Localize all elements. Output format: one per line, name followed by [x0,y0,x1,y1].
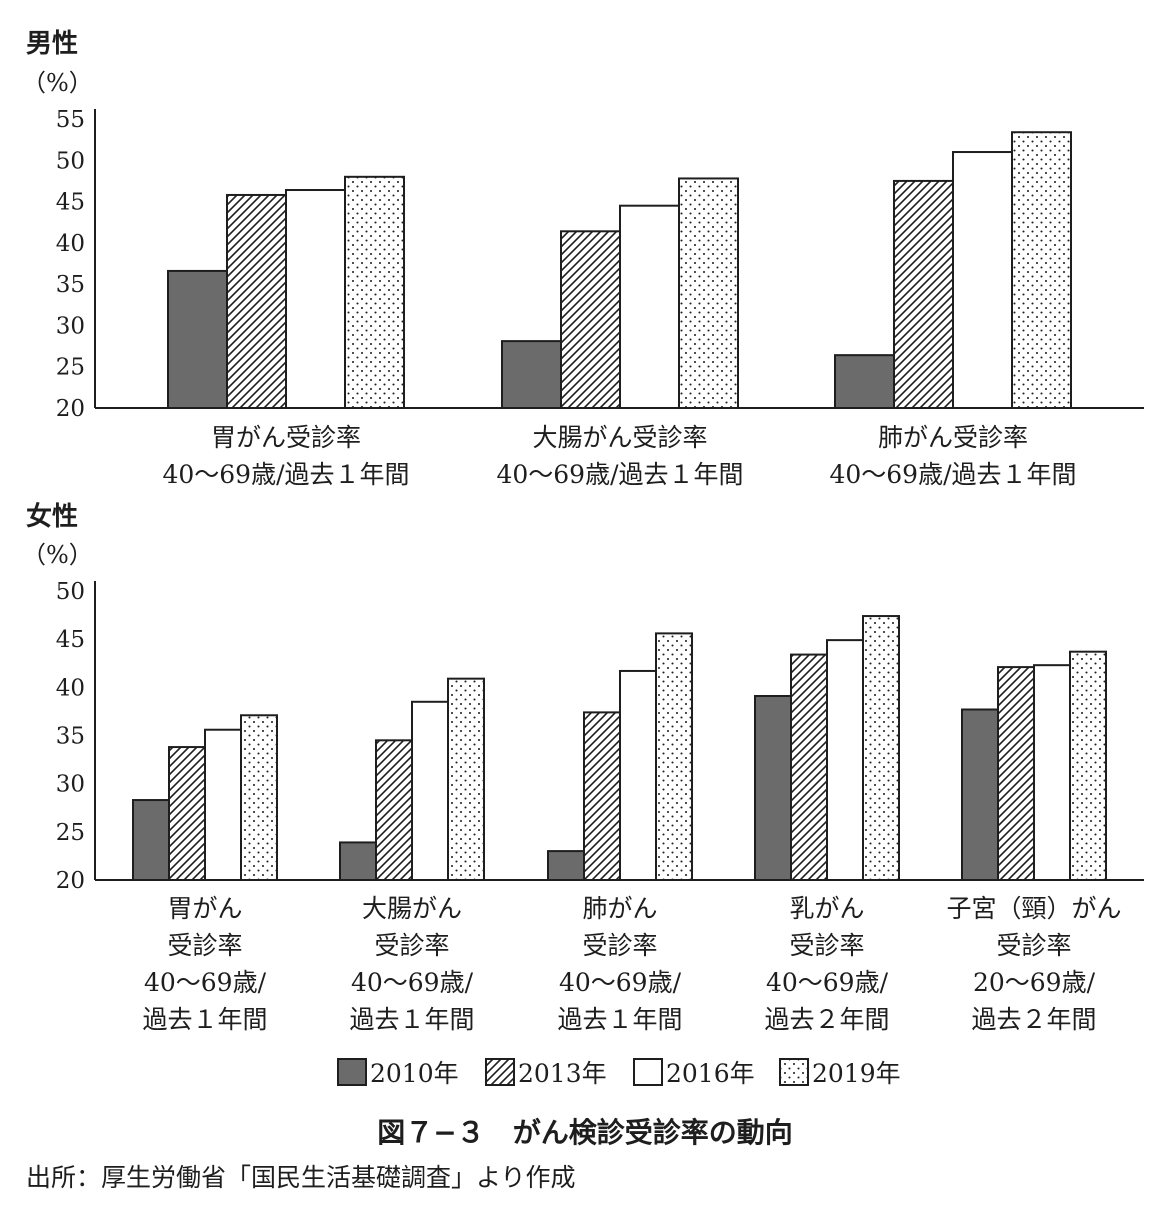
legend-label-2019: 2019年 [812,1059,901,1088]
female-bar-2016-cat2 [411,700,449,881]
male-bar-2019-cat3 [1011,131,1072,409]
female-category-label: 40〜69歳/ [766,968,889,997]
female-bar-2019-cat4 [862,615,900,882]
legend-label-2013: 2013年 [518,1059,607,1088]
female-category-label: 肺がん [582,894,657,923]
legend-swatch-2019 [779,1058,809,1086]
female-category-label: 過去１年間 [142,1005,267,1034]
male-category-label: 40〜69歳/過去１年間 [829,460,1076,489]
figure-source: 出所：厚生労働省「国民生活基礎調査」より作成 [26,1163,576,1192]
male-category-label: 大腸がん受診率 [532,423,707,452]
female-category-label: 過去１年間 [557,1005,682,1034]
female-category-label: 40〜69歳/ [559,968,682,997]
female-category-label: 過去２年間 [764,1005,889,1034]
male-y-tick-label: 35 [56,272,85,298]
female-bar-2010-cat2 [339,841,377,881]
female-category-label: 40〜69歳/ [144,968,267,997]
male-y-tick-label: 50 [56,148,85,174]
female-bar-2016-cat1 [204,728,242,881]
male-bar-2013-cat3 [893,179,954,409]
male-bar-2019-cat1 [344,175,405,409]
female-category-label: 過去１年間 [349,1005,474,1034]
male-bar-2016-cat3 [952,151,1013,409]
male-bar-2016-cat1 [285,189,346,409]
female-bar-2019-cat1 [240,714,278,882]
female-category-labels: 胃がん受診率 40〜69歳/過去１年間 大腸がん受診率 40〜69歳/過去１年間 肺がん… [142,894,1121,1034]
female-bar-2013-cat3 [583,711,621,881]
female-bar-2013-cat1 [168,746,206,881]
male-category-label: 胃がん受診率 [211,423,361,452]
male-bars [167,131,1072,410]
legend-swatch-2013 [485,1058,515,1086]
male-bar-2016-cat2 [619,204,680,409]
female-category-label: 受診率 [167,931,242,960]
female-bar-2016-cat3 [619,669,657,881]
legend-label-2010: 2010年 [370,1059,459,1088]
legend: 2010年 2013年 2016年 2019年 [337,1058,901,1088]
female-chart: 女性 （%） 20 25 30 35 40 45 50 胃がん受診率 40〜69歳/過去１年間… [22,501,1144,1034]
female-bar-2019-cat2 [447,677,485,881]
female-category-label: 胃がん [167,894,242,923]
female-y-tick-label: 30 [56,772,85,798]
male-y-unit: （%） [22,69,93,97]
male-bar-2010-cat3 [834,354,895,410]
female-category-label: 受診率 [374,931,449,960]
female-category-label: 大腸がん [362,894,462,923]
female-bars [132,615,1107,882]
male-y-tick-label: 40 [56,231,85,257]
male-category-label: 40〜69歳/過去１年間 [496,460,743,489]
male-bar-2010-cat2 [501,340,562,410]
female-bar-2013-cat2 [375,739,413,881]
male-category-labels: 胃がん受診率40〜69歳/過去１年間大腸がん受診率40〜69歳/過去１年間肺がん… [162,423,1076,489]
female-y-tick-label: 50 [56,579,85,605]
female-bar-2010-cat3 [547,850,585,881]
legend-swatch-2010 [337,1058,367,1086]
female-category-label: 受診率 [789,931,864,960]
female-category-label: 子宮（頸）がん [946,894,1121,923]
female-category-label: 20〜69歳/ [973,968,1096,997]
male-y-tick-label: 55 [56,107,85,133]
female-panel-title: 女性 [26,501,78,532]
legend-swatch-2016 [633,1058,663,1086]
male-category-label: 肺がん受診率 [878,423,1028,452]
figure-title: 図７−３ がん検診受診率の動向 [377,1116,792,1149]
female-bar-2019-cat3 [655,632,693,881]
female-bar-2016-cat5 [1033,664,1071,882]
female-bar-2010-cat4 [754,695,792,882]
female-bar-2013-cat4 [790,653,828,882]
male-panel-title: 男性 [26,29,78,59]
female-category-label: 乳がん [789,894,864,923]
female-y-tick-label: 25 [56,820,85,846]
male-chart: 男性 （%） 20 25 30 35 40 45 50 55 胃がん受診率 40〜69歳/過去１… [22,29,1144,489]
female-y-tick-label: 45 [56,627,85,653]
female-category-label: 受診率 [996,931,1071,960]
male-bar-2019-cat2 [678,177,739,409]
male-y-tick-label: 20 [56,396,85,422]
female-y-ticks: 20 25 30 35 40 45 50 [56,579,85,894]
female-bar-2010-cat5 [961,708,999,881]
male-bar-2013-cat2 [560,230,621,409]
female-category-label: 過去２年間 [971,1005,1096,1034]
female-y-unit: （%） [22,541,93,569]
female-bar-2016-cat4 [826,639,864,881]
female-bar-2010-cat1 [132,799,170,881]
female-category-label: 40〜69歳/ [351,968,474,997]
female-bar-2019-cat5 [1069,650,1107,881]
female-bar-2013-cat5 [997,666,1035,881]
male-y-tick-label: 45 [56,190,85,216]
male-y-tick-label: 30 [56,313,85,339]
male-category-label: 40〜69歳/過去１年間 [162,460,409,489]
female-y-tick-label: 35 [56,724,85,750]
female-category-label: 受診率 [582,931,657,960]
female-y-tick-label: 40 [56,675,85,701]
male-bar-2013-cat1 [226,193,287,409]
female-y-tick-label: 20 [56,868,85,894]
legend-label-2016: 2016年 [666,1059,755,1088]
male-y-ticks: 20 25 30 35 40 45 50 55 [56,107,85,422]
male-y-tick-label: 25 [56,355,85,381]
male-bar-2010-cat1 [167,269,228,409]
